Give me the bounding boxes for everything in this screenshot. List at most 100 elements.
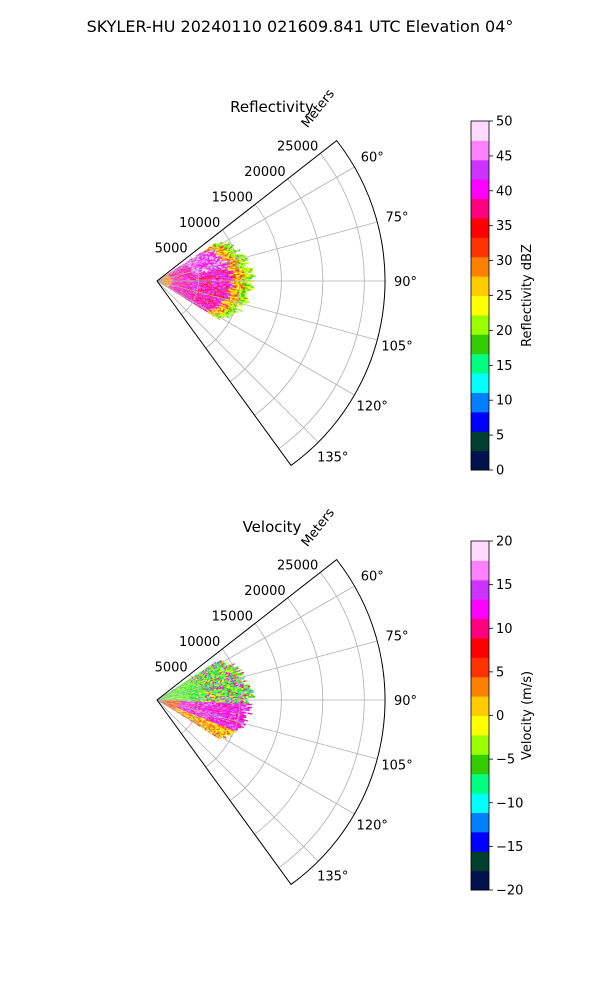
radar-gate bbox=[221, 680, 224, 683]
radar-gate bbox=[226, 686, 229, 689]
radar-gate bbox=[187, 282, 190, 284]
radar-gate bbox=[206, 267, 209, 270]
radar-gate bbox=[241, 277, 244, 279]
radar-gate bbox=[193, 295, 196, 297]
radar-gate bbox=[216, 693, 219, 695]
radar-gate bbox=[245, 287, 248, 289]
radar-gate bbox=[200, 302, 203, 305]
radar-gate bbox=[214, 692, 218, 694]
radar-gate bbox=[200, 691, 203, 693]
radar-gate bbox=[182, 271, 185, 273]
radar-gate bbox=[180, 269, 183, 271]
radar-gate bbox=[201, 692, 204, 694]
radar-gate bbox=[228, 288, 231, 290]
radar-gate bbox=[217, 666, 220, 669]
radar-gate bbox=[201, 698, 204, 699]
radar-gate bbox=[229, 676, 233, 679]
radar-gate bbox=[243, 292, 246, 295]
radar-gate bbox=[208, 288, 211, 290]
radar-gate bbox=[224, 702, 227, 704]
radar-gate bbox=[241, 291, 244, 293]
radar-gate bbox=[221, 255, 224, 258]
radar-gate bbox=[201, 692, 204, 694]
radar-gate bbox=[233, 285, 237, 287]
radar-gate bbox=[191, 281, 194, 283]
radar-gate bbox=[176, 267, 179, 269]
radar-gate bbox=[213, 309, 216, 311]
radar-gate bbox=[208, 311, 210, 313]
radar-gate bbox=[211, 276, 214, 278]
radar-gate bbox=[219, 674, 222, 676]
radar-gate bbox=[188, 279, 191, 280]
radar-gate bbox=[185, 681, 187, 683]
radar-gate bbox=[206, 296, 209, 298]
radar-gate bbox=[230, 688, 234, 690]
radar-gate bbox=[195, 255, 198, 257]
radar-gate bbox=[210, 277, 214, 279]
radar-gate bbox=[164, 277, 167, 279]
radar-gate bbox=[235, 265, 238, 268]
radar-gate bbox=[174, 288, 176, 290]
radar-gate bbox=[198, 277, 201, 279]
radar-gate bbox=[166, 277, 168, 278]
radar-gate bbox=[201, 303, 204, 305]
radar-gate bbox=[241, 284, 244, 286]
radar-gate bbox=[185, 286, 188, 288]
radar-gate bbox=[208, 278, 212, 280]
radar-gate bbox=[195, 699, 198, 700]
radar-gate bbox=[193, 702, 196, 703]
radar-gate bbox=[188, 273, 190, 275]
radar-gate bbox=[220, 705, 223, 707]
radar-gate bbox=[238, 253, 241, 256]
radar-gate bbox=[194, 259, 197, 261]
radar-gate bbox=[209, 292, 212, 294]
radar-gate bbox=[229, 678, 232, 681]
radar-gate bbox=[172, 286, 175, 288]
radar-gate bbox=[198, 683, 201, 685]
radar-gate bbox=[223, 670, 226, 672]
radar-gate bbox=[216, 270, 219, 272]
radar-gate bbox=[211, 269, 214, 271]
radar-gate bbox=[211, 675, 214, 677]
radar-gate bbox=[190, 680, 193, 682]
radar-gate bbox=[196, 276, 199, 278]
radar-gate bbox=[216, 317, 219, 320]
radar-gate bbox=[181, 701, 184, 702]
radar-gate bbox=[228, 316, 231, 319]
radar-gate bbox=[229, 311, 232, 314]
radar-gate bbox=[182, 264, 184, 266]
radar-gate bbox=[202, 279, 205, 280]
radar-gate bbox=[176, 690, 179, 692]
radar-gate bbox=[185, 284, 188, 285]
radar-gate bbox=[232, 690, 235, 692]
radar-gate bbox=[188, 693, 191, 695]
radar-gate bbox=[231, 674, 235, 677]
radar-gate bbox=[191, 261, 194, 263]
radar-gate bbox=[228, 688, 232, 690]
radar-gate bbox=[177, 276, 180, 278]
radar-gate bbox=[243, 697, 246, 700]
radar-gate bbox=[202, 701, 205, 703]
radar-gate bbox=[231, 258, 234, 261]
radar-gate bbox=[240, 260, 244, 263]
radar-gate bbox=[232, 265, 235, 267]
radar-gate bbox=[219, 686, 222, 689]
radar-gate bbox=[240, 266, 243, 268]
radar-gate bbox=[204, 257, 207, 260]
radar-gate bbox=[186, 694, 189, 696]
radar-gate bbox=[178, 289, 181, 291]
radar-gate bbox=[197, 262, 200, 264]
radar-gate bbox=[203, 702, 206, 704]
radar-gate bbox=[195, 264, 198, 266]
radar-gate bbox=[195, 282, 199, 284]
radar-gate bbox=[195, 301, 197, 304]
radar-gate bbox=[175, 290, 177, 293]
radar-gate bbox=[165, 284, 168, 286]
radar-gate bbox=[206, 674, 209, 676]
radar-gate bbox=[218, 270, 221, 272]
radar-gate bbox=[201, 258, 203, 260]
radar-gate bbox=[187, 286, 190, 288]
radar-gate bbox=[203, 301, 206, 304]
radar-gate bbox=[211, 247, 214, 250]
radar-gate bbox=[227, 289, 230, 291]
